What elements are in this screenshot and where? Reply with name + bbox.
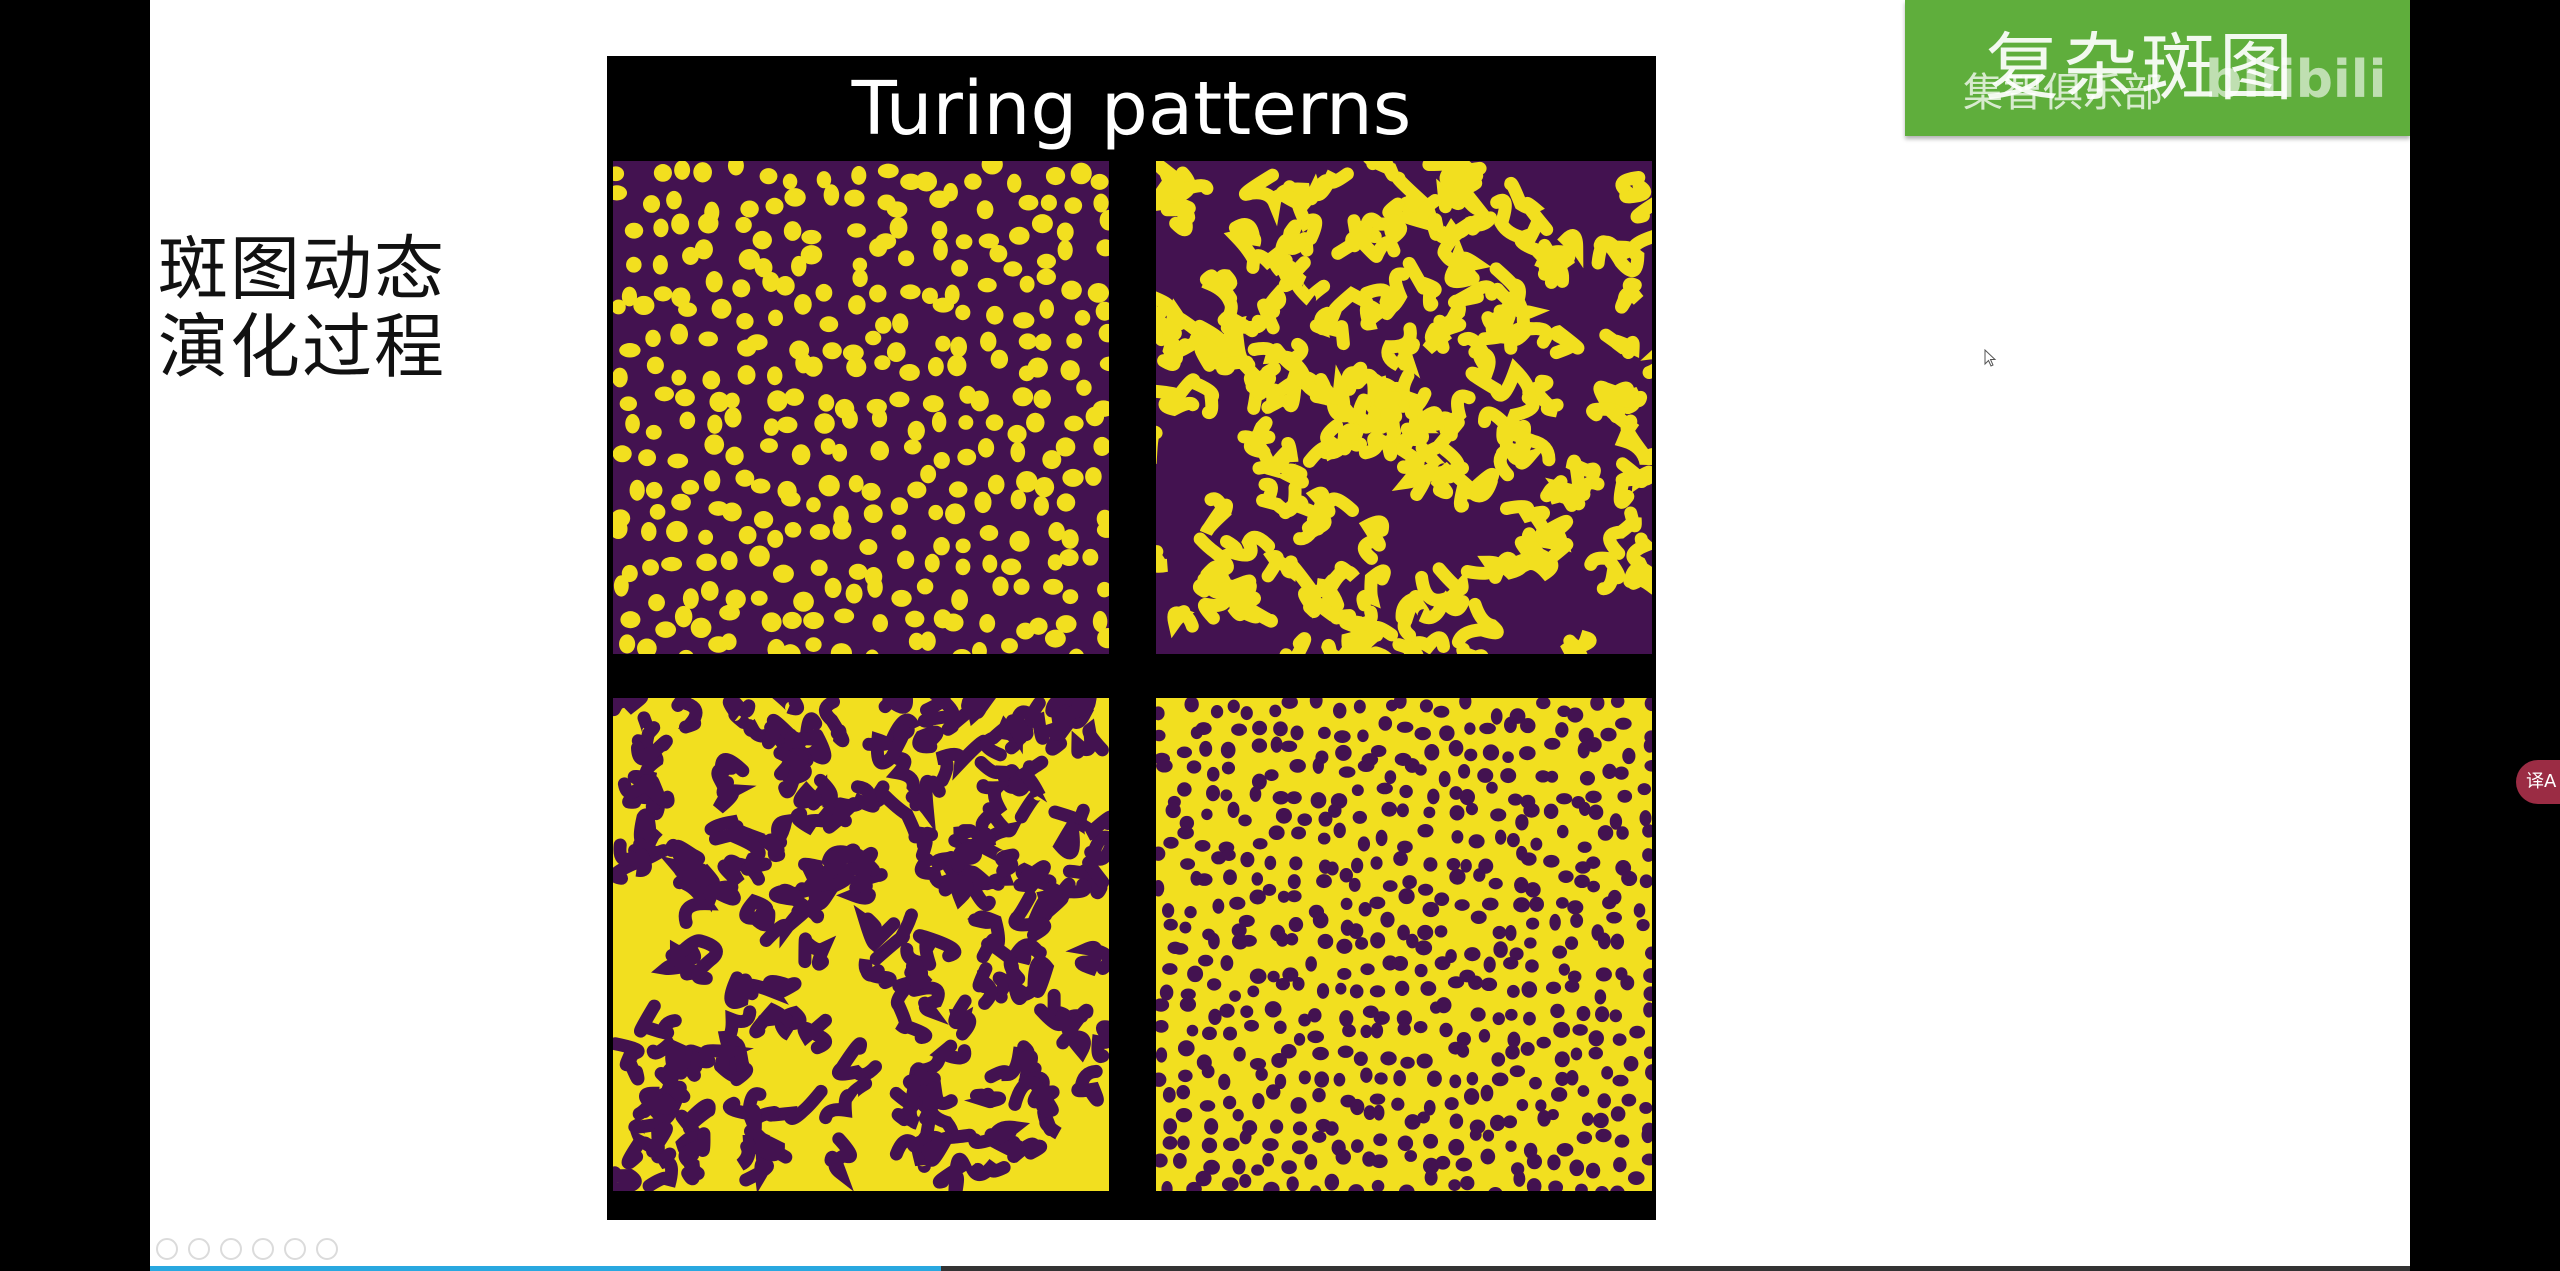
slide-title: 斑图动态 演化过程 bbox=[158, 230, 446, 386]
video-progress-fill bbox=[150, 1266, 941, 1271]
slide-title-line-1: 斑图动态 bbox=[158, 228, 446, 310]
pattern-panel-spots bbox=[613, 161, 1109, 654]
badge-title: 复杂斑图 bbox=[1985, 25, 2297, 111]
zoom-icon[interactable] bbox=[284, 1238, 306, 1260]
prev-slide-icon[interactable] bbox=[156, 1238, 178, 1260]
video-progress-bar[interactable] bbox=[150, 1266, 2410, 1271]
slide-controls bbox=[156, 1238, 338, 1260]
pen-icon[interactable] bbox=[220, 1238, 242, 1260]
bilibili-logo: bilibili bbox=[2205, 50, 2387, 110]
translate-button[interactable]: 译A bbox=[2516, 760, 2560, 804]
pattern-spots-image bbox=[613, 161, 1109, 654]
pattern-stripes-image bbox=[1156, 161, 1652, 654]
pattern-spots-inverse-image bbox=[1156, 698, 1652, 1191]
pattern-panel-spots-inverse bbox=[1156, 698, 1652, 1191]
slide-title-line-2: 演化过程 bbox=[158, 306, 446, 388]
slides-grid-icon[interactable] bbox=[252, 1238, 274, 1260]
watermark-badge: 复杂斑图 集智俱乐部 bilibili bbox=[1905, 0, 2410, 136]
turing-patterns-figure: Turing patterns bbox=[607, 56, 1656, 1220]
pattern-panel-stripes-inverse bbox=[613, 698, 1109, 1191]
next-slide-icon[interactable] bbox=[188, 1238, 210, 1260]
pattern-panel-stripes bbox=[1156, 161, 1652, 654]
badge-subtitle: 集智俱乐部 bbox=[1963, 70, 2163, 116]
more-icon[interactable] bbox=[316, 1238, 338, 1260]
pattern-stripes-inverse-image bbox=[613, 698, 1109, 1191]
figure-title: Turing patterns bbox=[851, 66, 1412, 152]
mouse-cursor-icon bbox=[1984, 349, 1997, 367]
